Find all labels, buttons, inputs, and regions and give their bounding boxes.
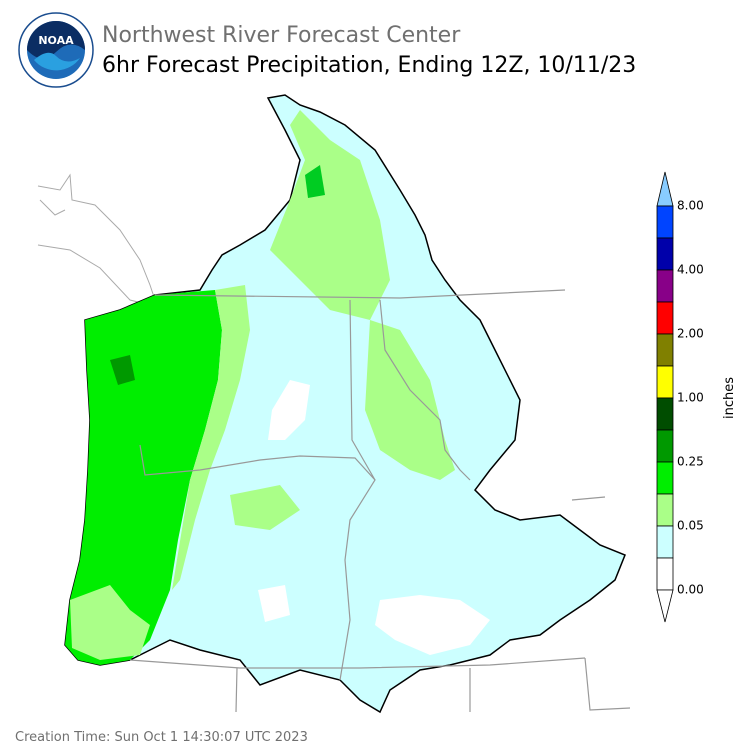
subtitle: 6hr Forecast Precipitation, Ending 12Z, … [102,53,636,78]
dry-1 [268,380,310,440]
legend-tick: 0.00 [677,583,704,597]
legend-tick: 0.25 [677,455,704,469]
legend-tick: 2.00 [677,327,704,341]
state-borders [129,289,631,713]
legend-tick: 8.00 [677,199,704,213]
dry-3 [258,585,290,622]
light-green-idaho [365,320,455,480]
title: Northwest River Forecast Center [102,23,461,48]
logo-text: NOAA [38,34,74,47]
light-green-west [172,285,250,590]
legend-unit: inches [722,377,737,419]
green-area [65,290,222,665]
dry-2 [375,595,490,655]
legend-tick: 4.00 [677,263,704,277]
creation-time: Creation Time: Sun Oct 1 14:30:07 UTC 20… [15,730,308,745]
light-green-north [270,110,390,320]
dark-green-area [110,355,135,385]
legend-tick: 0.05 [677,519,704,533]
coastal-light-green [70,585,150,660]
basin [64,94,626,714]
puget-sound [37,173,156,306]
map [37,94,631,714]
noaa-logo: NOAA [18,12,94,88]
green-patch-north [305,165,325,198]
light-green-central [230,485,300,530]
legend-tick: 1.00 [677,391,704,405]
colorbar [656,171,674,623]
